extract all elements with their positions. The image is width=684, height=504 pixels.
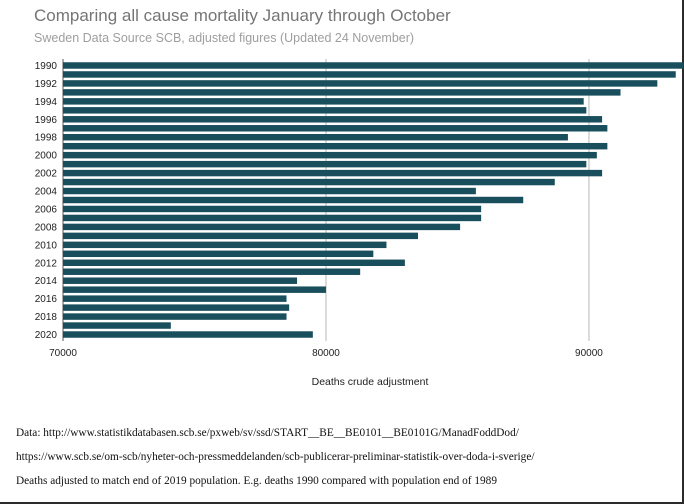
bar-2017	[63, 304, 290, 311]
bar-2011	[63, 250, 374, 258]
bar-2004	[63, 187, 476, 195]
x-tick-label: 90000	[575, 348, 603, 359]
x-axis-ticks: 70000 80000 90000	[49, 348, 603, 359]
scb-link-note: https://www.scb.se/om-scb/nyheter-och-pr…	[16, 451, 535, 463]
frame-border-bottom	[0, 502, 684, 504]
y-tick-label: 1996	[35, 115, 58, 126]
x-tick-label: 70000	[49, 348, 77, 359]
x-axis-label: Deaths crude adjustment	[312, 376, 429, 388]
notes: Data: http://www.statistikdatabasen.scb.…	[16, 427, 534, 499]
data-source-note: Data: http://www.statistikdatabasen.scb.…	[16, 427, 519, 439]
bar-2016	[63, 295, 287, 302]
adjustment-note: Deaths adjusted to match end of 2019 pop…	[16, 475, 497, 487]
bar-2014	[63, 277, 298, 284]
bar-2012	[63, 259, 405, 267]
bar-1991	[63, 71, 676, 78]
y-tick-label: 2014	[35, 276, 58, 287]
y-tick-label: 2012	[35, 258, 58, 269]
bar-1995	[63, 107, 587, 114]
y-tick-label: 1994	[35, 97, 58, 108]
bars	[63, 62, 684, 338]
bar-2018	[63, 313, 287, 320]
y-tick-label: 2004	[35, 187, 58, 198]
bar-2019	[63, 322, 171, 329]
y-tick-label: 2016	[35, 294, 58, 305]
bar-2007	[63, 214, 482, 222]
y-tick-label: 2000	[35, 151, 58, 162]
bar-2008	[63, 223, 461, 231]
bar-2002	[63, 169, 603, 177]
bar-1996	[63, 116, 603, 123]
bar-2003	[63, 178, 555, 186]
chart-subtitle: Sweden Data Source SCB, adjusted figures…	[34, 31, 415, 45]
bar-2001	[63, 160, 587, 168]
bar-2020	[63, 331, 313, 338]
bar-1998	[63, 133, 568, 141]
y-tick-label: 1990	[35, 61, 58, 72]
y-tick-label: 2020	[35, 330, 58, 341]
bar-2006	[63, 205, 482, 213]
bar-2000	[63, 151, 597, 159]
y-tick-label: 2002	[35, 169, 58, 180]
bar-2013	[63, 268, 361, 275]
y-tick-label: 2008	[35, 222, 58, 233]
bar-2010	[63, 241, 387, 249]
y-axis-ticks: 1990 1992 1994 1996 1998 2000 2002 2004 2006 2008…	[35, 61, 58, 341]
bar-chart: 1990 1992 1994 1996 1998 2000 2002 2004 2006 2008…	[35, 59, 684, 388]
bar-2005	[63, 196, 524, 204]
bar-1999	[63, 142, 608, 150]
y-tick-label: 2018	[35, 312, 58, 323]
y-tick-label: 1998	[35, 133, 58, 144]
bar-2015	[63, 286, 326, 293]
bar-1997	[63, 125, 608, 132]
bar-1994	[63, 98, 584, 105]
bar-1990	[63, 62, 684, 69]
frame-border-right	[682, 0, 684, 504]
chart-title: Comparing all cause mortality January th…	[34, 6, 451, 25]
x-tick-label: 80000	[312, 348, 340, 359]
bar-1992	[63, 80, 658, 87]
y-tick-label: 1992	[35, 79, 58, 90]
bar-2009	[63, 232, 419, 240]
y-tick-label: 2006	[35, 204, 58, 215]
y-tick-label: 2010	[35, 240, 58, 251]
bar-1993	[63, 89, 621, 96]
